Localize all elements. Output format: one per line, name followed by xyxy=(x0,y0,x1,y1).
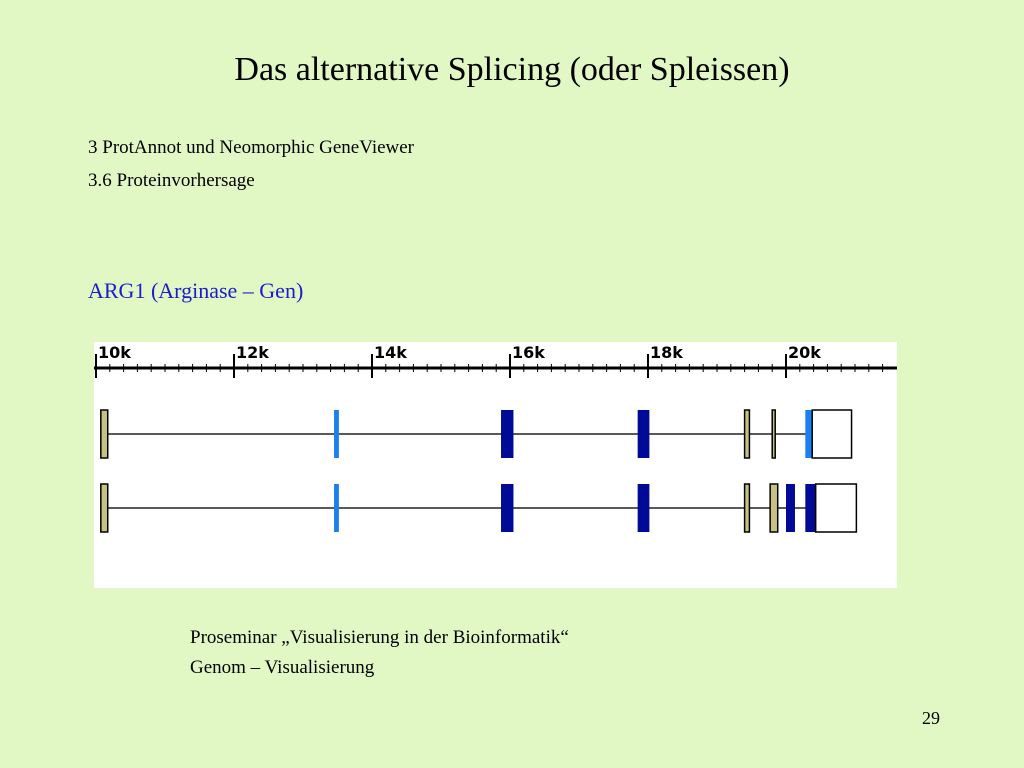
exon-untranslated xyxy=(100,409,109,459)
axis-tick-label: 20k xyxy=(788,343,821,362)
exon-dark-coding xyxy=(805,484,816,532)
axis-tick-label: 12k xyxy=(236,343,269,362)
exon-dark-coding xyxy=(501,484,514,532)
subsection-heading: 3.6 Proteinvorhersage xyxy=(88,170,255,191)
exon-untranslated xyxy=(771,409,776,459)
transcript-1 xyxy=(100,409,853,459)
exon-empty xyxy=(811,409,853,459)
gene-viewer-diagram: 10k 12k 14k 16k 18k 20k xyxy=(94,343,897,533)
section-heading: 3 ProtAnnot und Neomorphic GeneViewer xyxy=(88,137,415,158)
gene-heading: ARG1 (Arginase – Gen) xyxy=(88,278,304,303)
exon-dark-coding xyxy=(501,410,514,458)
transcript-2 xyxy=(100,483,858,533)
exon-dark-coding xyxy=(786,484,795,532)
exon-untranslated xyxy=(769,483,779,533)
axis-tick-label: 14k xyxy=(374,343,407,362)
exon-dark-coding xyxy=(637,410,650,458)
exon-light-coding xyxy=(334,484,339,532)
gene-viewer-panel: 10k 12k 14k 16k 18k 20k xyxy=(94,342,897,588)
page-number: 29 xyxy=(922,708,940,728)
axis-tick-label: 16k xyxy=(512,343,545,362)
axis-tick-label: 10k xyxy=(98,343,131,362)
slide-title: Das alternative Splicing (oder Spleissen… xyxy=(234,51,790,88)
exon-empty xyxy=(814,483,858,533)
exon-light-coding xyxy=(334,410,339,458)
genomic-axis: 10k 12k 14k 16k 18k 20k xyxy=(94,343,897,378)
axis-tick-label: 18k xyxy=(650,343,683,362)
exon-untranslated xyxy=(743,483,751,533)
exon-untranslated xyxy=(743,409,751,459)
footer-course: Proseminar „Visualisierung in der Bioinf… xyxy=(190,627,569,648)
exon-untranslated xyxy=(100,483,109,533)
transcript-tracks xyxy=(100,409,858,533)
footer-topic: Genom – Visualisierung xyxy=(190,657,375,678)
exon-light-coding xyxy=(805,410,813,458)
exon-dark-coding xyxy=(637,484,650,532)
